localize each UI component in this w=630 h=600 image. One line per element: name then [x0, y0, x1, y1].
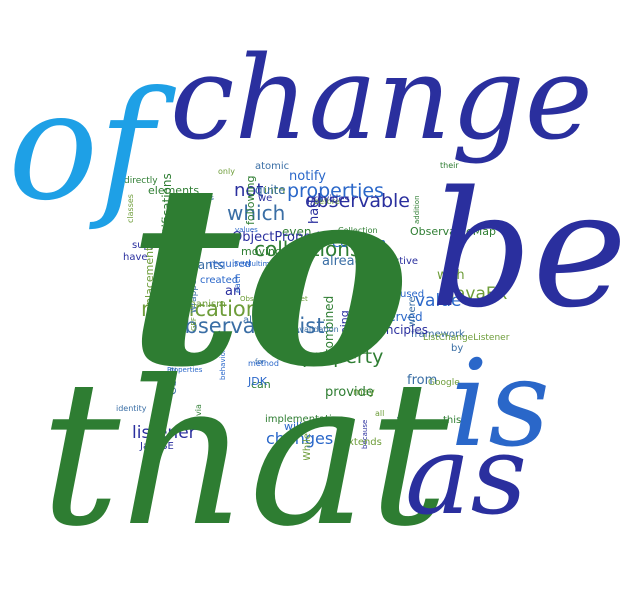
word-be: be	[430, 156, 628, 343]
cloud-word: provide	[325, 385, 374, 400]
cloud-word: principles	[370, 323, 429, 337]
cloud-word: value	[415, 291, 462, 311]
cloud-word: into	[264, 184, 286, 197]
cloud-word: used	[400, 289, 425, 300]
cloud-word: Properties	[167, 366, 203, 374]
cloud-word: only	[218, 167, 235, 176]
cloud-word: values	[235, 226, 258, 234]
small-word-cloud: observable properties collections notificat…	[115, 160, 515, 461]
cloud-word: JDK	[248, 375, 267, 388]
cloud-word: SetMultimap	[234, 260, 279, 268]
cloud-word: Lists	[198, 194, 214, 202]
word-as: as	[405, 411, 528, 539]
word-that: that	[40, 338, 449, 571]
cloud-word: framework	[411, 329, 465, 340]
cloud-word: JavaFX	[450, 284, 508, 304]
cloud-word: moving	[241, 245, 282, 258]
cloud-word: ListChangeListener	[423, 333, 510, 343]
cloud-word: not	[234, 180, 264, 201]
cloud-word: we	[258, 193, 273, 204]
word-to: to	[128, 128, 411, 422]
cloud-word: their	[440, 161, 459, 170]
cloud-word: properties	[287, 180, 384, 202]
cloud-word: even	[282, 225, 312, 239]
cloud-word: noise	[163, 355, 193, 368]
cloud-word: with	[437, 268, 465, 283]
cloud-word: notify	[289, 169, 326, 184]
cloud-word: Common	[332, 236, 387, 250]
cloud-word: quite	[255, 183, 286, 197]
cloud-word: which	[227, 201, 286, 225]
cloud-word: addition	[413, 195, 421, 224]
cloud-word: by	[451, 343, 464, 354]
cloud-word: property	[302, 346, 384, 368]
cloud-word: ObservableMap	[410, 225, 496, 238]
cloud-word: also	[243, 315, 264, 326]
cloud-word: directly	[124, 176, 158, 186]
word-change: change	[170, 32, 593, 166]
cloud-word: method	[248, 359, 279, 368]
cloud-word: implementation	[265, 414, 345, 425]
cloud-word: this	[443, 415, 462, 426]
cloud-word: collections	[254, 237, 361, 261]
cloud-word: have	[123, 252, 148, 263]
cloud-word: identity	[116, 404, 147, 413]
cloud-word: notification	[141, 297, 260, 321]
cloud-word: invalidation	[292, 325, 339, 334]
cloud-word: from	[407, 373, 438, 388]
cloud-word: As	[361, 331, 370, 339]
cloud-word: provides	[307, 194, 350, 205]
cloud-word: for	[255, 358, 265, 366]
cloud-word: can	[251, 378, 271, 391]
cloud-word: mechanism	[168, 299, 226, 310]
cloud-word: support	[132, 240, 171, 251]
cloud-word: required	[209, 259, 251, 270]
cloud-word: changes	[266, 429, 334, 448]
cloud-word: all	[375, 409, 385, 418]
cloud-word: may	[353, 387, 375, 398]
cloud-word: extends	[342, 437, 382, 448]
cloud-word: variants	[175, 258, 224, 272]
cloud-word: JavaSE	[140, 441, 174, 452]
cloud-word: already	[322, 254, 371, 269]
cloud-word: created	[200, 275, 239, 286]
cloud-word: ObservableMultiset	[240, 295, 308, 303]
cloud-word: ObservableList	[168, 314, 325, 338]
cloud-word: listener	[132, 423, 196, 443]
cloud-word: observable	[305, 190, 411, 212]
cloud-word: will	[284, 420, 303, 433]
cloud-word: an	[225, 284, 242, 299]
cloud-word: elements	[148, 184, 200, 197]
cloud-word: respective	[366, 256, 419, 267]
cloud-word: list	[384, 421, 395, 429]
cloud-word: atomic	[255, 161, 290, 172]
cloud-word: observed	[367, 310, 423, 324]
cloud-word: Google	[428, 378, 460, 388]
cloud-word: before	[314, 197, 340, 206]
word-is: is	[450, 335, 550, 474]
cloud-word: Collection	[338, 226, 378, 235]
cloud-word: ObjectProperty	[232, 230, 330, 245]
word-of: of	[8, 60, 154, 234]
